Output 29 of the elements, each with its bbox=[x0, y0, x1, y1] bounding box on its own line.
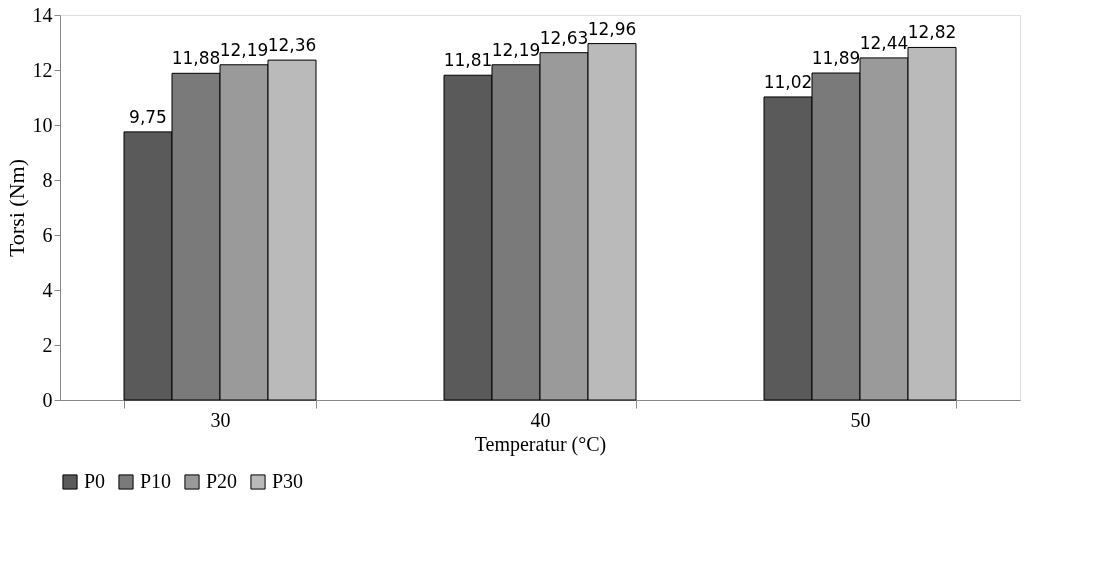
data-label: 12,44 bbox=[859, 32, 909, 53]
y-tick-label: 8 bbox=[42, 168, 53, 191]
data-label: 11,02 bbox=[763, 71, 813, 92]
legend-label: P30 bbox=[272, 470, 304, 492]
x-tick-label: 30 bbox=[210, 408, 231, 431]
x-tick-label: 40 bbox=[530, 408, 551, 431]
y-tick-label: 12 bbox=[32, 58, 53, 81]
y-tick-label: 2 bbox=[42, 333, 53, 356]
y-tick-label: 6 bbox=[42, 223, 53, 246]
y-tick-label: 10 bbox=[32, 113, 53, 136]
data-label: 9,75 bbox=[129, 106, 167, 127]
y-tick-label: 0 bbox=[42, 388, 53, 411]
data-label: 12,19 bbox=[491, 39, 541, 60]
data-label: 12,82 bbox=[907, 22, 957, 43]
data-label: 12,63 bbox=[539, 27, 589, 48]
data-label: 12,36 bbox=[267, 35, 317, 56]
data-label: 11,89 bbox=[811, 48, 861, 69]
data-label: 11,88 bbox=[171, 48, 221, 69]
legend-label: P0 bbox=[84, 470, 106, 492]
data-label: 12,19 bbox=[219, 39, 269, 60]
legend-label: P20 bbox=[206, 470, 238, 492]
data-label: 11,81 bbox=[443, 50, 493, 71]
data-label: 12,96 bbox=[587, 18, 637, 39]
y-axis-title: Torsi (Nm) bbox=[3, 158, 29, 258]
x-axis-title: Temperatur (°C) bbox=[474, 432, 607, 456]
x-tick-label: 50 bbox=[850, 408, 871, 431]
y-tick-label: 4 bbox=[42, 278, 53, 301]
legend-label: P10 bbox=[140, 470, 172, 492]
y-tick-label: 14 bbox=[32, 3, 53, 26]
